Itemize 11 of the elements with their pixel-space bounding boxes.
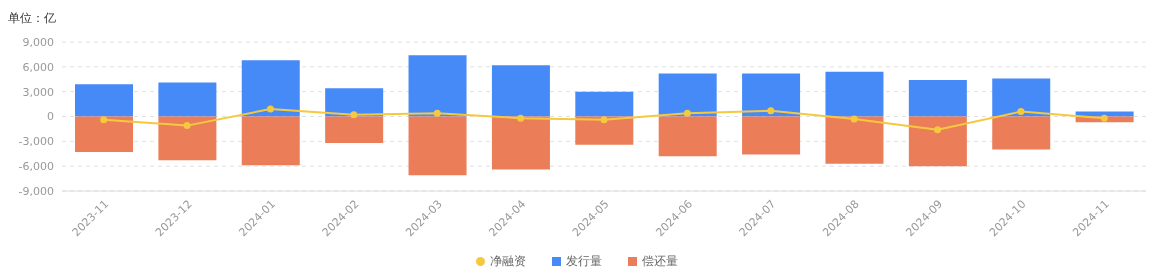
y-tick-label: 6,000 (22, 60, 54, 74)
y-tick-label: -9,000 (18, 184, 54, 198)
y-tick-label: -3,000 (18, 135, 54, 149)
legend-label: 发行量 (565, 253, 602, 270)
y-tick-label: -6,000 (18, 160, 54, 174)
y-tick-label: 9,000 (22, 35, 54, 49)
legend-label: 净融资 (489, 253, 526, 270)
legend-label: 偿还量 (641, 253, 678, 270)
y-tick-label: 0 (47, 110, 54, 124)
y-axis-title: 单位：亿 (8, 10, 56, 27)
y-tick-label: 3,000 (22, 85, 54, 99)
